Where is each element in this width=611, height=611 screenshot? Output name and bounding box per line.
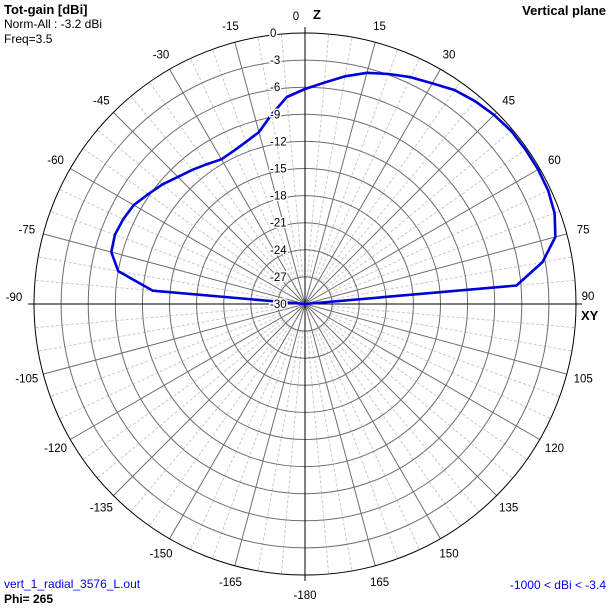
angle-tick-label: 75 <box>577 224 590 236</box>
grid-minor-radial <box>190 58 295 280</box>
grid-minor-radial <box>330 210 560 296</box>
grid-minor-radial <box>326 148 528 289</box>
grid-minor-radial <box>313 49 399 279</box>
grid-minor-radial <box>59 314 281 419</box>
angle-tick-label: -45 <box>93 95 110 107</box>
grid-minor-radial <box>331 305 576 329</box>
angle-tick-label: 150 <box>439 548 458 560</box>
angle-tick-label: -150 <box>149 548 172 560</box>
grid-minor-radial <box>325 321 513 479</box>
grid-minor-radial <box>330 312 560 398</box>
db-scale-label: -21 <box>270 218 287 230</box>
angle-tick-label: 120 <box>545 443 564 455</box>
grid-minor-radial <box>322 96 480 284</box>
grid-minor-radial <box>38 256 279 300</box>
db-scale-label: -30 <box>270 299 287 311</box>
xy-plane-label: XY <box>581 308 599 323</box>
db-scale-label: -27 <box>270 272 287 284</box>
grid-minor-radial <box>34 305 279 329</box>
angle-tick-label: 105 <box>574 374 593 386</box>
db-scale-label: -15 <box>270 164 287 176</box>
grid-minor-radial <box>59 189 281 294</box>
angle-tick-label: -105 <box>15 374 38 386</box>
angle-tick-label: -60 <box>47 155 64 167</box>
db-scale-label: 0 <box>270 28 276 40</box>
db-scale-label: -18 <box>270 191 287 203</box>
output-file-label: vert_1_radial_3576_L.out <box>4 577 141 591</box>
db-scale-label: -3 <box>270 55 280 67</box>
angle-tick-label: 165 <box>370 577 389 589</box>
grid-minor-radial <box>326 319 528 460</box>
angle-tick-label: 45 <box>502 95 515 107</box>
grid-minor-radial <box>211 49 297 279</box>
grid-minor-radial <box>50 210 280 296</box>
grid-minor-radial <box>97 321 285 479</box>
grid-minor-radial <box>315 58 420 280</box>
phi-value-label: Phi= 265 <box>4 592 54 606</box>
angle-tick-label: -15 <box>222 21 239 33</box>
header-left-block: Tot-gain [dBi] Norm-All : -3.2 dBi Freq=… <box>4 2 102 47</box>
grid-minor-radial <box>325 129 513 287</box>
grid-minor-radial <box>329 314 551 419</box>
db-scale-label: -9 <box>270 109 280 121</box>
grid-minor-radial <box>306 330 330 575</box>
grid-minor-radial <box>257 330 301 571</box>
grid-minor-radial <box>309 330 353 571</box>
grid-minor-radial <box>280 33 304 278</box>
angle-tick-label: -120 <box>44 443 67 455</box>
grid-minor-radial <box>331 256 572 300</box>
db-scale-label: -24 <box>270 245 287 257</box>
angle-tick-label: 0 <box>293 11 299 23</box>
grid-minor-radial <box>190 328 295 550</box>
grid-minor-radial <box>50 312 280 398</box>
freq-value-label: Freq=3.5 <box>4 32 53 46</box>
pattern-curve <box>110 71 557 306</box>
grid-minor-radial <box>211 329 297 559</box>
footer-left-block: vert_1_radial_3576_L.out Phi= 265 <box>4 577 140 607</box>
angle-tick-label: -135 <box>90 503 113 515</box>
angle-tick-label: -75 <box>19 224 36 236</box>
angle-tick-label: 15 <box>373 21 386 33</box>
angle-tick-label: -90 <box>6 292 23 304</box>
grid-minor-radial <box>320 81 461 283</box>
grid-minor-radial <box>130 324 288 512</box>
grid-minor-radial <box>329 189 551 294</box>
angle-tick-label: 135 <box>499 503 518 515</box>
page-title: Tot-gain [dBi] <box>4 2 88 17</box>
grid-minor-radial <box>257 37 301 278</box>
grid-minor-radial <box>306 33 330 278</box>
grid-minor-radial <box>130 96 288 284</box>
plane-title: Vertical plane <box>522 3 606 18</box>
grid-minor-radial <box>320 325 461 527</box>
angle-tick-label: 90 <box>582 291 595 303</box>
grid-minor-radial <box>315 328 420 550</box>
angle-tick-label: -180 <box>293 590 316 602</box>
grid-minor-radial <box>322 324 480 512</box>
grid-minor-radial <box>38 308 279 352</box>
grid-minor-radial <box>149 325 290 527</box>
angle-tick-label: -165 <box>219 577 242 589</box>
gain-range-label: -1000 < dBi < -3.4 <box>509 578 606 592</box>
angle-tick-label: -30 <box>153 50 170 62</box>
grid-minor-radial <box>313 329 399 559</box>
db-scale-label: -6 <box>270 82 280 94</box>
db-scale-label: -12 <box>270 136 287 148</box>
norm-value-label: Norm-All : -3.2 dBi <box>4 17 103 31</box>
z-axis-label: Z <box>313 7 321 22</box>
grid-minor-radial <box>280 330 304 575</box>
grid-minor-radial <box>82 148 284 289</box>
grid-minor-radial <box>82 319 284 460</box>
angle-tick-label: 60 <box>548 155 561 167</box>
grid-minor-radial <box>309 37 353 278</box>
angle-tick-label: 30 <box>443 50 456 62</box>
grid-minor-radial <box>331 308 572 352</box>
grid-minor-radial <box>97 129 285 287</box>
grid-minor-radial <box>149 81 290 283</box>
